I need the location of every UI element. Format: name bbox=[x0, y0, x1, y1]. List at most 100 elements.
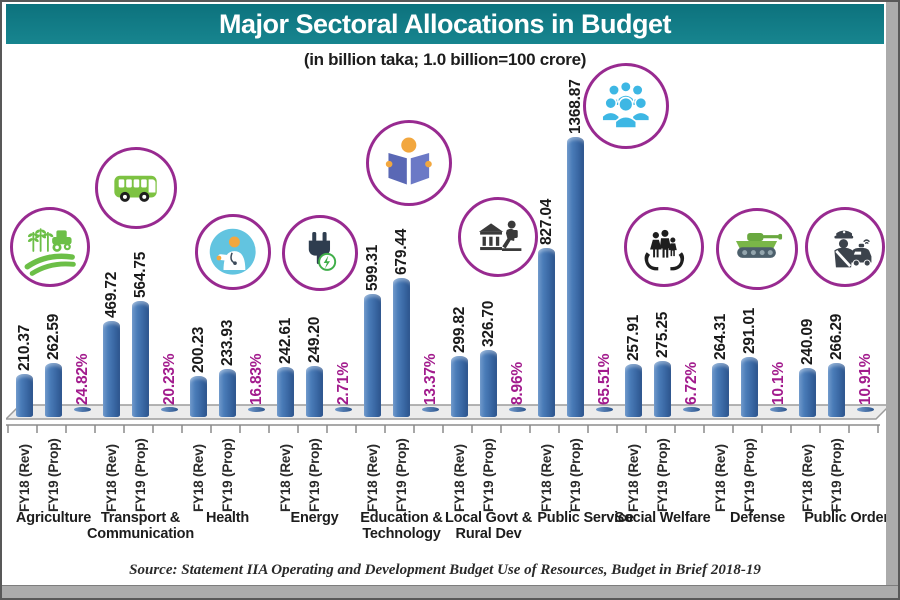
value-label-fy18: 240.09 bbox=[798, 318, 816, 365]
chart-subtitle: (in billion taka; 1.0 billion=100 crore) bbox=[303, 50, 587, 69]
hands-family-icon bbox=[624, 207, 704, 287]
pct-change-label: 6.72% bbox=[682, 362, 700, 405]
bar-fy18 bbox=[103, 321, 120, 417]
axis-label-fy19: FY19 (Prop) bbox=[567, 438, 583, 512]
bar-fy19 bbox=[741, 357, 758, 417]
sector-label: Public Service bbox=[537, 510, 634, 526]
axis-label-fy19: FY19 (Prop) bbox=[132, 438, 148, 512]
axis-label-fy18: FY18 (Rev) bbox=[16, 444, 32, 512]
value-label-fy19: 275.25 bbox=[653, 311, 671, 358]
axis-label-fy18: FY18 (Rev) bbox=[712, 444, 728, 512]
bar-fy19 bbox=[219, 369, 236, 417]
pct-change-label: 24.82% bbox=[73, 353, 91, 405]
bar-fy18 bbox=[538, 248, 555, 417]
bar-fy18 bbox=[190, 376, 207, 417]
bar-fy19 bbox=[132, 301, 149, 417]
bar-fy19 bbox=[393, 278, 410, 417]
axis-label-fy19: FY19 (Prop) bbox=[219, 438, 235, 512]
bar-fy18 bbox=[364, 294, 381, 417]
bank-building-icon bbox=[458, 197, 538, 277]
value-label-fy18: 827.04 bbox=[537, 198, 555, 245]
sector-label: Health bbox=[205, 510, 250, 526]
axis-label-fy18: FY18 (Rev) bbox=[277, 444, 293, 512]
pct-marker bbox=[161, 407, 178, 412]
bar-fy18 bbox=[451, 356, 468, 417]
bar-fy19 bbox=[306, 366, 323, 417]
doctor-icon bbox=[195, 214, 271, 290]
pct-marker bbox=[422, 407, 439, 412]
pct-marker bbox=[248, 407, 265, 412]
agriculture-icon bbox=[10, 207, 90, 287]
axis-label-fy18: FY18 (Rev) bbox=[364, 444, 380, 512]
value-label-fy19: 1368.87 bbox=[566, 79, 584, 134]
value-label-fy18: 264.31 bbox=[711, 313, 729, 360]
axis-label-fy18: FY18 (Rev) bbox=[103, 444, 119, 512]
pct-change-label: 16.83% bbox=[247, 353, 265, 405]
axis-label-fy18: FY18 (Rev) bbox=[538, 444, 554, 512]
bus-icon bbox=[95, 147, 177, 229]
pct-marker bbox=[335, 407, 352, 412]
pct-marker bbox=[683, 407, 700, 412]
pct-marker bbox=[74, 407, 91, 412]
sector-label: Transport & Communication bbox=[87, 510, 194, 543]
bar-fy19 bbox=[654, 361, 671, 417]
value-label-fy18: 210.37 bbox=[15, 324, 33, 371]
value-label-fy19: 249.20 bbox=[305, 316, 323, 363]
axis-label-fy18: FY18 (Rev) bbox=[799, 444, 815, 512]
value-label-fy18: 242.61 bbox=[276, 317, 294, 364]
axis-label-fy19: FY19 (Prop) bbox=[393, 438, 409, 512]
pct-marker bbox=[770, 407, 787, 412]
bar-fy19 bbox=[567, 137, 584, 417]
power-plug-icon bbox=[282, 215, 358, 291]
bar-fy18 bbox=[799, 368, 816, 417]
sector-label: Energy bbox=[290, 510, 339, 526]
pct-change-label: 65.51% bbox=[595, 353, 613, 405]
bar-fy18 bbox=[16, 374, 33, 417]
police-icon bbox=[805, 207, 885, 287]
pct-change-label: 10.91% bbox=[856, 353, 874, 405]
pct-change-label: 2.71% bbox=[334, 362, 352, 405]
pct-marker bbox=[509, 407, 526, 412]
axis-label-fy19: FY19 (Prop) bbox=[828, 438, 844, 512]
frame-right-band bbox=[886, 2, 898, 598]
reading-person-icon bbox=[366, 120, 452, 206]
bar-fy18 bbox=[277, 367, 294, 417]
axis-label-fy18: FY18 (Rev) bbox=[190, 444, 206, 512]
value-label-fy18: 599.31 bbox=[363, 244, 381, 291]
value-label-fy19: 291.01 bbox=[740, 307, 758, 354]
value-label-fy18: 257.91 bbox=[624, 314, 642, 361]
value-label-fy19: 233.93 bbox=[218, 319, 236, 366]
bar-fy18 bbox=[712, 363, 729, 417]
axis-label-fy19: FY19 (Prop) bbox=[654, 438, 670, 512]
pct-change-label: 13.37% bbox=[421, 353, 439, 405]
chart-title-bar: Major Sectoral Allocations in Budget bbox=[6, 4, 884, 44]
sector-label: Education & Technology bbox=[360, 510, 443, 543]
sector-label: Local Govt & Rural Dev bbox=[444, 510, 533, 543]
axis-label-fy19: FY19 (Prop) bbox=[306, 438, 322, 512]
people-group-icon bbox=[583, 63, 669, 149]
bar-fy18 bbox=[625, 364, 642, 417]
value-label-fy18: 299.82 bbox=[450, 306, 468, 353]
value-label-fy19: 679.44 bbox=[392, 228, 410, 275]
frame-bottom-band bbox=[2, 585, 898, 598]
bar-fy19 bbox=[828, 363, 845, 417]
axis-label-fy19: FY19 (Prop) bbox=[480, 438, 496, 512]
sector-label: Agriculture bbox=[15, 510, 92, 526]
sector-label: Public Order bbox=[804, 510, 889, 526]
pct-change-label: 10.1% bbox=[769, 362, 787, 405]
bar-fy19 bbox=[480, 350, 497, 417]
tank-icon bbox=[716, 208, 798, 290]
value-label-fy18: 469.72 bbox=[102, 271, 120, 318]
chart-title: Major Sectoral Allocations in Budget bbox=[218, 8, 672, 39]
pct-change-label: 8.96% bbox=[508, 362, 526, 405]
pct-change-label: 20.23% bbox=[160, 353, 178, 405]
source-note: Source: Statement IIA Operating and Deve… bbox=[129, 562, 761, 578]
sector-label: Defense bbox=[729, 510, 785, 526]
axis-label-fy19: FY19 (Prop) bbox=[741, 438, 757, 512]
value-label-fy19: 262.59 bbox=[44, 313, 62, 360]
pct-marker bbox=[857, 407, 874, 412]
axis-label-fy18: FY18 (Rev) bbox=[625, 444, 641, 512]
value-label-fy18: 200.23 bbox=[189, 326, 207, 373]
axis-label-fy18: FY18 (Rev) bbox=[451, 444, 467, 512]
